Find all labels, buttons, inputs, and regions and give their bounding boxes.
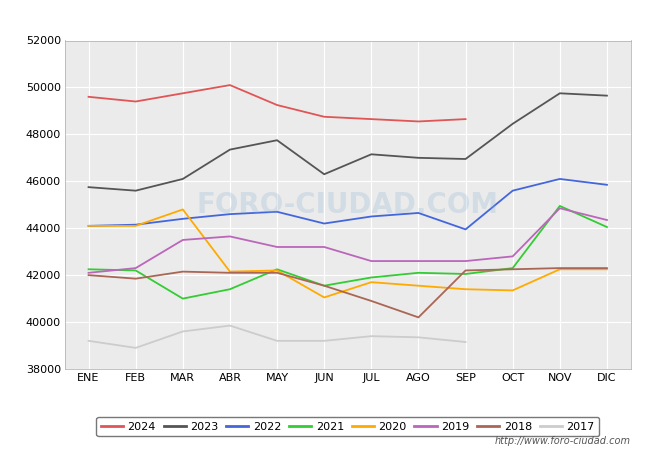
Text: FORO-CIUDAD.COM: FORO-CIUDAD.COM	[197, 191, 499, 219]
Legend: 2024, 2023, 2022, 2021, 2020, 2019, 2018, 2017: 2024, 2023, 2022, 2021, 2020, 2019, 2018…	[96, 417, 599, 436]
Text: http://www.foro-ciudad.com: http://www.foro-ciudad.com	[495, 436, 630, 446]
Text: Afiliados en San Sebastián de los Reyes a 30/9/2024: Afiliados en San Sebastián de los Reyes …	[124, 11, 526, 27]
